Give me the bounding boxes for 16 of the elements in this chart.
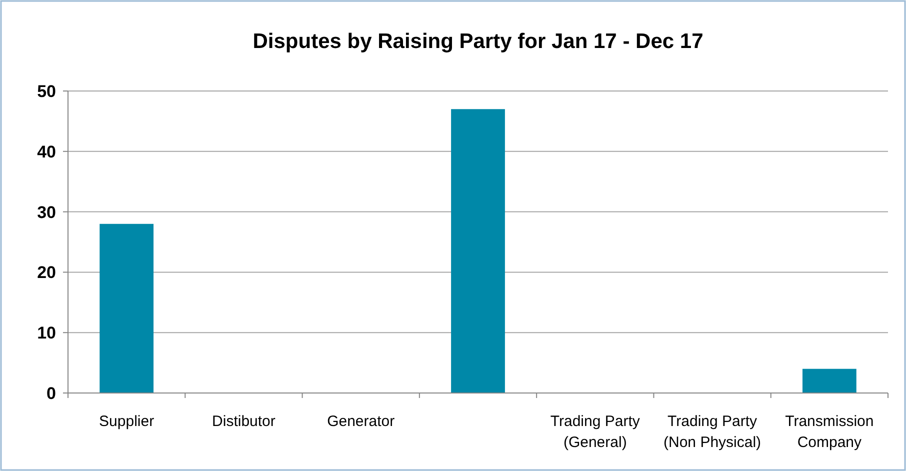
x-tick-label: Supplier: [99, 413, 154, 430]
y-tick-label: 50: [37, 82, 56, 101]
bar: [100, 224, 154, 393]
y-tick-label: 10: [37, 324, 56, 343]
x-tick-label: Trading Party (Non Physical): [664, 413, 762, 451]
y-tick-label: 20: [37, 263, 56, 282]
chart-title: Disputes by Raising Party for Jan 17 - Dec 17: [252, 30, 704, 53]
y-tick-label: 40: [37, 142, 56, 162]
y-tick-label: 0: [46, 384, 56, 403]
x-tick-label: Generator: [327, 413, 395, 430]
x-tick-label: Transmission Company: [785, 413, 874, 451]
y-tick-label: 30: [37, 202, 56, 222]
x-tick-label: Trading Party (General): [550, 413, 640, 451]
x-tick-label: Distibutor: [212, 413, 276, 430]
bar: [802, 368, 856, 393]
bar: [451, 109, 505, 393]
